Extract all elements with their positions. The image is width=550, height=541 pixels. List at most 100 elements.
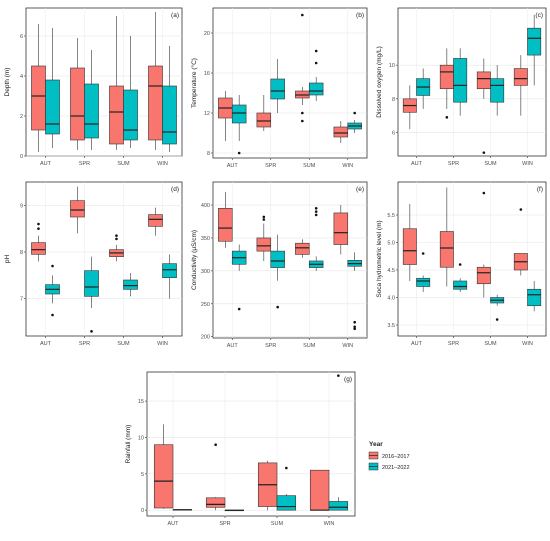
box-body [476, 71, 491, 90]
y-tick-label: 16 [204, 71, 210, 77]
outlier-point [314, 210, 318, 213]
y-tick-label: 5.0 [387, 241, 395, 247]
box-aut-series-2 [45, 264, 60, 317]
box-body [333, 212, 349, 245]
box-body [84, 270, 99, 297]
box-aut-series-2 [45, 28, 60, 148]
y-tick-label: 4 [20, 74, 23, 80]
x-tick-label: AUT [40, 341, 52, 347]
box-body [256, 237, 272, 252]
outlier-point [214, 443, 217, 447]
outlier-point [495, 318, 499, 321]
box-sum-series-1 [257, 460, 278, 511]
box-win-series-2 [328, 374, 349, 511]
outlier-point [314, 49, 318, 53]
box-body [84, 83, 99, 139]
outlier-point [237, 151, 241, 155]
y-tick-label: 300 [201, 269, 210, 275]
box-body [309, 469, 330, 511]
y-tick-label: 10 [138, 435, 144, 441]
box-win-series-1 [148, 207, 163, 236]
x-tick-label: WIN [324, 521, 335, 527]
y-tick-label: 8 [392, 97, 395, 103]
box-win-series-1 [333, 205, 349, 255]
outlier-point [301, 119, 304, 123]
panel-c: 6 8 10 AUT SPR SUM WIN Dissolved oxygen (mg/L) (… [376, 7, 547, 167]
x-tick-label: SPR [79, 161, 90, 167]
box-spr-series-2 [453, 263, 468, 292]
outlier-point [301, 13, 304, 17]
box-body [45, 79, 60, 135]
box-win-series-1 [309, 469, 330, 511]
y-tick-label: 250 [201, 302, 210, 308]
box-spr-series-2 [270, 234, 285, 309]
x-tick-label: AUT [40, 161, 52, 167]
box-sum-series-2 [308, 207, 324, 271]
panel-label: (f) [537, 186, 543, 193]
outlier-point [262, 218, 266, 221]
y-tick-label: 8 [207, 151, 210, 157]
box-aut-series-2 [416, 68, 431, 109]
x-tick-label: SPR [219, 521, 230, 527]
box-aut-series-1 [153, 424, 174, 509]
box-body [270, 250, 285, 268]
y-tick-label: 350 [201, 236, 210, 242]
x-tick-label: SPR [265, 163, 276, 169]
box-sum-series-1 [476, 58, 491, 154]
x-tick-label: SPR [448, 161, 459, 167]
box-win-series-2 [347, 252, 362, 331]
y-tick-label: 4.0 [387, 296, 395, 302]
box-body [416, 277, 431, 287]
box-sum-series-2 [123, 36, 138, 148]
box-spr-series-1 [70, 186, 85, 234]
y-tick-label: 9 [20, 203, 23, 209]
y-tick-label: 5.5 [387, 213, 395, 219]
outlier-point [237, 307, 241, 311]
outlier-point [51, 313, 54, 317]
outlier-point [37, 222, 40, 226]
box-spr-series-2 [453, 48, 468, 116]
box-aut-series-2 [231, 95, 247, 155]
box-spr-series-2 [270, 59, 285, 113]
y-tick-label: 6 [20, 34, 23, 40]
box-body [439, 231, 454, 268]
box-body [123, 89, 138, 141]
box-spr-series-1 [256, 215, 272, 261]
box-sum-series-2 [123, 273, 138, 297]
panel-f: 3.5 4.0 4.5 5.0 5.5 AUT SPR SUM WIN Soca hydromet… [376, 181, 547, 347]
box-win-series-1 [513, 208, 528, 276]
legend-label: 2021–2022 [382, 465, 410, 471]
box-win-series-2 [162, 46, 177, 152]
y-tick-label: 4.5 [387, 268, 395, 274]
box-win-series-2 [527, 14, 542, 86]
outlier-point [314, 213, 318, 217]
x-tick-label: SUM [484, 341, 497, 347]
plot-area [25, 181, 183, 337]
box-aut-series-1 [218, 191, 233, 248]
box-body [218, 208, 233, 242]
x-tick-label: SPR [448, 341, 459, 347]
box-body [205, 497, 226, 508]
y-tick-label: 0 [20, 154, 23, 160]
box-body [328, 501, 349, 511]
box-body [70, 67, 85, 141]
box-body [162, 263, 177, 278]
x-tick-label: SUM [271, 521, 284, 527]
y-axis-label: Soca hydrometric level (m) [376, 220, 383, 297]
outlier-point [37, 227, 40, 230]
box-spr-series-2 [84, 50, 99, 150]
y-tick-label: 5 [141, 472, 144, 478]
box-body [276, 495, 297, 511]
box-spr-series-1 [439, 187, 454, 287]
y-axis-label: pH [4, 255, 11, 264]
outlier-point [337, 374, 340, 377]
y-tick-label: 8 [20, 250, 23, 256]
box-body [123, 279, 138, 290]
x-tick-label: SUM [484, 161, 497, 167]
box-body [109, 85, 124, 145]
box-body [162, 85, 177, 145]
box-sum-series-2 [490, 65, 505, 116]
panel-a: 0 2 4 6 AUT SPR SUM WIN Depth (m) (a) [4, 7, 183, 167]
panel-label: (c) [535, 12, 543, 19]
x-tick-label: AUT [411, 341, 423, 347]
